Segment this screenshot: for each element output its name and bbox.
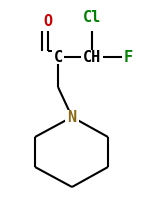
Bar <box>81 51 103 65</box>
Bar <box>122 51 134 65</box>
Bar <box>83 11 101 25</box>
Text: Cl: Cl <box>83 10 101 25</box>
Bar <box>65 110 79 124</box>
Bar <box>52 51 64 65</box>
Text: C: C <box>53 50 63 65</box>
Text: N: N <box>67 110 77 125</box>
Bar <box>41 15 55 29</box>
Text: F: F <box>123 50 133 65</box>
Text: O: O <box>43 14 53 29</box>
Text: CH: CH <box>83 50 101 65</box>
